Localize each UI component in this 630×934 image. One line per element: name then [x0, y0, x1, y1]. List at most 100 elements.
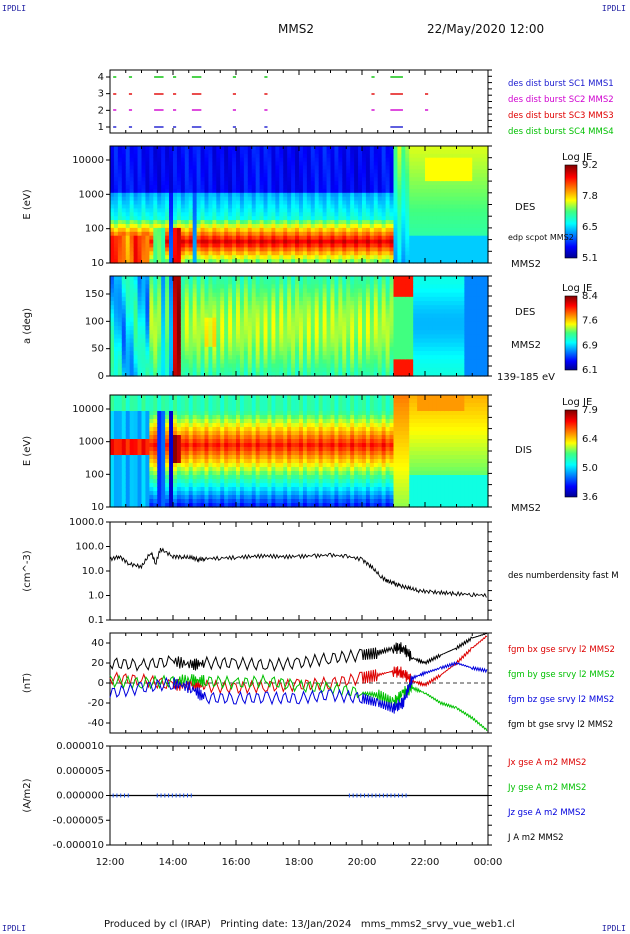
- des-energy-panel-cell: [239, 181, 245, 186]
- des-pitch-panel-cell: [149, 280, 154, 285]
- des-pitch-panel-cell: [153, 321, 158, 327]
- des-pitch-panel-cell: [369, 326, 375, 331]
- des-energy-panel-cell: [279, 149, 284, 155]
- des-pitch-panel-cell: [365, 288, 371, 294]
- des-pitch-panel-cell: [169, 338, 174, 344]
- des-pitch-panel-cell: [125, 371, 131, 377]
- des-energy-panel-cell: [393, 239, 399, 245]
- des-energy-panel-cell: [330, 235, 336, 241]
- des-energy-panel-cell: [145, 188, 150, 194]
- des-pitch-panel-cell: [129, 301, 135, 306]
- des-pitch-panel-cell: [236, 346, 241, 352]
- des-pitch-panel-cell: [275, 359, 280, 365]
- des-pitch-panel-cell: [409, 355, 414, 360]
- des-energy-panel-cell: [121, 204, 127, 209]
- des-energy-panel-cell: [358, 196, 363, 202]
- des-pitch-panel-cell: [251, 351, 257, 356]
- des-energy-panel-cell: [409, 227, 414, 233]
- des-pitch-panel-cell: [322, 301, 328, 306]
- des-energy-panel-cell: [397, 153, 402, 159]
- des-energy-panel-cell: [180, 216, 186, 221]
- des-pitch-panel-cell: [129, 355, 135, 360]
- des-pitch-panel-cell: [224, 321, 229, 327]
- des-energy-panel-cell: [377, 231, 383, 237]
- des-energy-panel-cell: [275, 239, 280, 245]
- des-pitch-panel-cell: [287, 355, 292, 360]
- des-pitch-panel-cell: [295, 296, 300, 302]
- des-energy-panel-cell: [413, 165, 418, 170]
- des-pitch-panel-cell: [200, 367, 206, 373]
- des-energy-panel-cell: [421, 208, 426, 213]
- des-pitch-panel-cell: [318, 288, 324, 294]
- des-pitch-panel-cell: [401, 288, 406, 294]
- des-pitch-panel-cell: [161, 317, 166, 323]
- des-energy-panel-cell: [452, 177, 458, 182]
- des-energy-panel-cell: [200, 181, 206, 186]
- des-pitch-panel-cell: [200, 351, 206, 356]
- des-pitch-panel-cell: [232, 276, 237, 281]
- des-energy-panel-cell: [232, 196, 237, 202]
- des-energy-panel-cell: [176, 165, 182, 170]
- des-energy-panel-cell: [472, 247, 477, 252]
- des-energy-panel-cell: [413, 196, 418, 202]
- des-pitch-panel-cell: [381, 292, 387, 298]
- des-pitch-panel-cell: [157, 371, 162, 377]
- des-energy-panel-cell: [299, 259, 304, 264]
- des-pitch-panel-cell: [236, 305, 241, 310]
- des-energy-panel-cell: [113, 231, 119, 237]
- des-energy-panel-cell: [464, 173, 469, 178]
- des-energy-panel-cell: [302, 146, 308, 151]
- des-pitch-panel-cell: [255, 288, 261, 294]
- des-energy-panel-cell: [440, 192, 446, 198]
- des-energy-panel-cell: [397, 161, 402, 167]
- des-energy-panel-cell: [295, 259, 300, 264]
- des-pitch-panel-cell: [232, 346, 237, 352]
- des-pitch-panel-cell: [263, 317, 269, 323]
- des-energy-panel-cell: [362, 259, 367, 264]
- des-energy-panel-cell: [385, 243, 391, 248]
- des-energy-panel-cell: [480, 239, 485, 245]
- des-energy-panel-cell: [460, 247, 465, 252]
- des-energy-panel-cell: [224, 259, 229, 264]
- des-energy-panel-cell: [417, 227, 422, 233]
- des-energy-panel-cell: [428, 177, 434, 182]
- des-energy-panel-cell: [157, 220, 162, 225]
- des-energy-panel-cell: [271, 259, 276, 264]
- des-pitch-panel-cell: [125, 342, 131, 348]
- des-pitch-panel-cell: [322, 338, 328, 344]
- des-pitch-panel-cell: [220, 317, 225, 323]
- des-pitch-panel-cell: [358, 321, 363, 327]
- des-pitch-panel-cell: [216, 342, 221, 348]
- des-energy-panel-cell: [346, 247, 351, 252]
- des-pitch-panel-cell: [421, 276, 426, 281]
- des-energy-panel-cell: [377, 157, 383, 163]
- des-energy-panel-cell: [428, 224, 434, 229]
- des-energy-panel-cell: [436, 161, 442, 167]
- des-energy-panel-cell: [393, 247, 399, 252]
- des-pitch-panel-cell: [180, 296, 186, 302]
- des-energy-panel-cell: [409, 192, 414, 198]
- des-energy-panel-cell: [440, 212, 446, 217]
- des-energy-panel-cell: [342, 231, 347, 237]
- des-energy-panel-cell: [460, 227, 465, 233]
- des-energy-panel-cell: [173, 169, 178, 174]
- des-pitch-panel-cell: [369, 280, 375, 285]
- des-pitch-panel-cell: [204, 292, 210, 298]
- des-pitch-panel-cell: [346, 363, 351, 369]
- des-energy-panel-cell: [464, 204, 469, 209]
- des-energy-panel-cell: [200, 239, 206, 245]
- des-pitch-panel-cell: [247, 326, 253, 331]
- des-energy-panel-cell: [133, 227, 139, 233]
- des-pitch-panel-cell: [362, 326, 367, 331]
- des-pitch-panel-cell: [228, 280, 233, 285]
- des-pitch-panel-cell: [161, 359, 166, 365]
- des-energy-panel-cell: [409, 181, 414, 186]
- des-energy-panel-cell: [460, 200, 465, 206]
- des-energy-panel-cell: [464, 227, 469, 233]
- des-pitch-panel-cell: [275, 363, 280, 369]
- des-energy-panel-cell: [322, 235, 328, 241]
- des-energy-panel-cell: [468, 157, 473, 163]
- des-pitch-panel-cell: [149, 338, 154, 344]
- des-pitch-panel-cell: [141, 284, 147, 290]
- des-energy-panel-cell: [216, 173, 221, 178]
